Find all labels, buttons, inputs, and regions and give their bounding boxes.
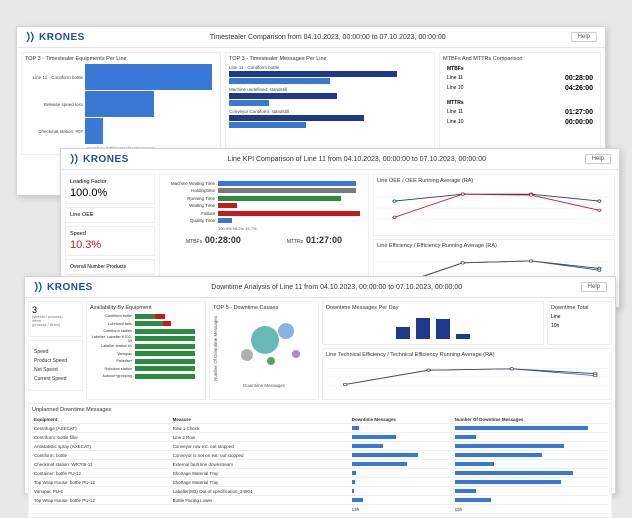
chart-oee-ra: Line OEE / OEE Running Average (RA) — [373, 174, 615, 236]
brand-logo: KRONES — [25, 31, 85, 43]
dashboard-title: Timestealer Comparison from 04.10.2023, … — [85, 34, 571, 41]
dashboard-title: Line KPI Comparison of Line 11 from 04.1… — [129, 156, 585, 163]
metric-overall-products: Overall Number Products — [65, 259, 155, 275]
bubble-marker — [292, 350, 300, 358]
panel-top-downtime-causes: TOP 5 - Downtime Causes Number Of Downti… — [209, 301, 319, 400]
panel-top-equipments: TOP 3 - Timestealer Equipments Per Line … — [21, 52, 221, 155]
panel-msg-per-day: Downtime Messages Per Day — [322, 301, 544, 345]
metric-speed: Speed 10.3% — [65, 226, 155, 256]
metric-label: Speed — [70, 231, 150, 237]
table-row: Top Wrap House: bottle PU-12Bottle Facin… — [32, 496, 608, 505]
day-bar — [456, 334, 470, 339]
bubble-marker — [241, 349, 253, 361]
day-bar — [436, 319, 450, 339]
metric-label: Loading Factor — [70, 179, 150, 185]
table-row: Container: bottle PU-12Shortage Material… — [32, 469, 608, 478]
metric-label: Line OEE — [70, 212, 150, 218]
bubble-marker — [251, 326, 279, 354]
table-row: Top Wrap House: bottle PU-12Shortage Mat… — [32, 478, 608, 487]
table-row: Variopac PU-6Labeller(M3) Out of specifi… — [32, 487, 608, 496]
panel-unplanned-messages: Unplanned Downtime Messages EquipmentMea… — [28, 403, 612, 518]
brand-logo: KRONES — [69, 153, 129, 165]
mtbf-value: 00:28:00 — [205, 235, 241, 245]
help-button[interactable]: Help — [585, 154, 611, 164]
metric-label: Overall Number Products — [70, 264, 150, 270]
day-bar — [416, 318, 430, 339]
bubble-marker — [267, 357, 275, 365]
metric-value: 100.0% — [70, 187, 150, 199]
day-bar — [396, 327, 410, 339]
panel-downtime-total: Downtime Total Line 10h — [547, 301, 612, 345]
chart-tech-eff: Line Technical Efficiency / Technical Ef… — [322, 348, 612, 400]
metric-loading-factor: Loading Factor 100.0% — [65, 174, 155, 204]
help-button[interactable]: Help — [571, 32, 597, 42]
table-row: Centrifuge (AXECAT)Row 1 Check — [32, 424, 608, 433]
mttr-value: 01:27:00 — [306, 235, 342, 245]
table-row: Checkmat station: WR706-11External fault… — [32, 460, 608, 469]
panel-title: TOP 3 - Timestealer Messages Per Line — [229, 56, 431, 62]
bar-row: Checkmat station: #07 — [25, 118, 217, 144]
panel-availability: Availability By Equipment Contiform bott… — [86, 301, 206, 400]
bar-row: Line 11 - Contiform bottle — [25, 64, 217, 90]
dashboard-title: Downtime Analysis of Line 11 from 04.10.… — [93, 284, 581, 291]
panel-left-metrics: SpeedProduct SpeedNet SpeedCurrent Speed — [28, 340, 83, 391]
table-row: Contiform: bottleConveyor is not on ext.… — [32, 451, 608, 460]
panel-left-unit: 3 (stream / process)Items(process / item… — [28, 301, 83, 337]
bubble-marker — [278, 323, 294, 339]
table-row: Centriform: bottle fillerLine 2 Row — [32, 433, 608, 442]
messages-table: EquipmentMeasureDowntime MessagesNumber … — [32, 415, 608, 514]
panel-top-messages: TOP 3 - Timestealer Messages Per Line Li… — [225, 52, 435, 155]
help-button[interactable]: Help — [581, 282, 607, 292]
bar-row: Release speed loss — [25, 91, 217, 117]
metric-line-oee: Line OEE — [65, 207, 155, 223]
panel-title: TOP 3 - Timestealer Equipments Per Line — [25, 56, 217, 62]
dashboard-downtime: KRONES Downtime Analysis of Line 11 from… — [24, 276, 616, 494]
brand-logo: KRONES — [33, 281, 93, 293]
panel-mtbf-mttr: MTBFs And MTTRs Comparison MTBFsLine 110… — [439, 52, 601, 155]
krones-icon — [25, 31, 37, 43]
krones-icon — [33, 281, 45, 293]
krones-icon — [69, 153, 81, 165]
table-row: Antistatistic spray (AXECAT)Conveyor row… — [32, 442, 608, 451]
metric-value: 10.3% — [70, 239, 150, 251]
panel-title: MTBFs And MTTRs Comparison — [443, 56, 597, 62]
